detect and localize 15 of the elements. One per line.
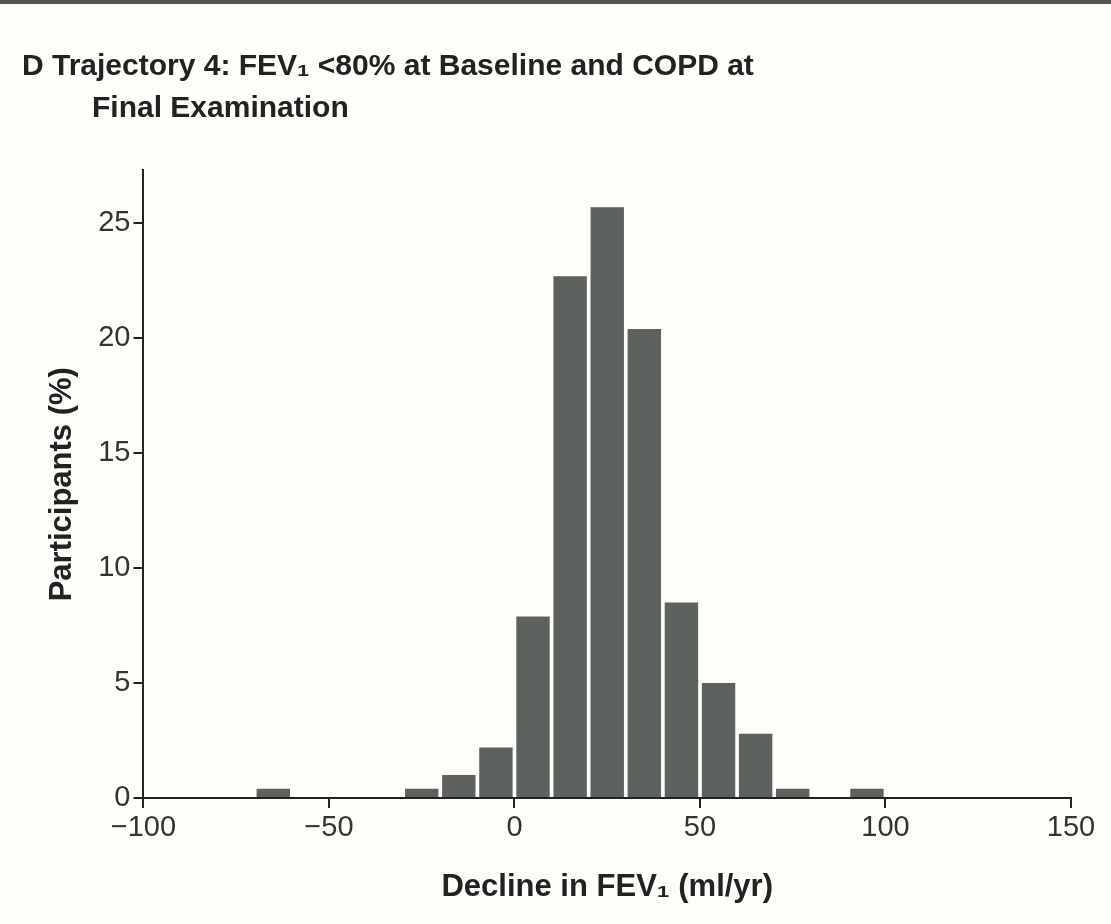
x-tick-label: 0 [506, 810, 523, 843]
x-axis-title: Decline in FEV₁ (ml/yr) [441, 867, 773, 903]
x-tick-label: 100 [861, 810, 910, 843]
x-tick-label: 50 [683, 810, 717, 843]
x-tick-label: −100 [110, 810, 177, 843]
y-tick-label: 0 [114, 780, 131, 812]
y-tick-label: 5 [114, 665, 131, 698]
x-tick-label: −50 [304, 810, 354, 843]
y-tick-label: 25 [98, 205, 131, 238]
chart-title: D Trajectory 4: FEV₁ <80% at Baseline and COPD at Final Examination [22, 47, 755, 125]
y-tick-label: 10 [98, 550, 131, 583]
y-tick-label: 15 [98, 435, 131, 468]
y-tick-label: 20 [98, 320, 131, 353]
x-tick-label: 150 [1046, 810, 1096, 843]
y-axis-title: Participants (%) [43, 367, 79, 602]
